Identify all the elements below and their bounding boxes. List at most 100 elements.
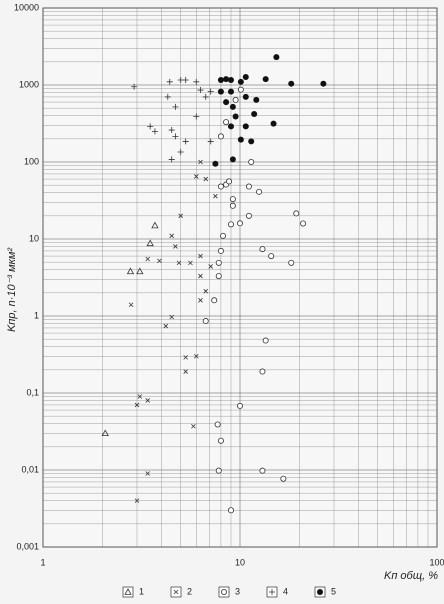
legend-marker (124, 588, 132, 595)
point (270, 120, 277, 127)
point (183, 355, 188, 360)
point (268, 253, 275, 260)
point (232, 96, 239, 103)
point (262, 337, 269, 344)
point (236, 220, 243, 227)
point (242, 74, 249, 81)
legend-label: 1 (139, 586, 144, 596)
y-tick-label: 0,1 (26, 387, 39, 397)
point (203, 288, 209, 294)
legend-box (122, 586, 134, 598)
point (215, 467, 222, 474)
y-tick-label: 1000 (19, 79, 39, 89)
point (134, 402, 140, 408)
point (223, 119, 230, 126)
point (128, 302, 134, 308)
point (227, 123, 234, 130)
point (237, 86, 244, 93)
legend-marker (269, 589, 275, 595)
point (134, 498, 140, 503)
point (137, 394, 143, 399)
point (300, 220, 307, 227)
point (211, 297, 218, 304)
point (259, 368, 266, 375)
point (227, 221, 234, 228)
point (288, 259, 295, 266)
point (198, 253, 203, 259)
point (220, 232, 227, 239)
point (172, 103, 179, 110)
y-tick-label: 100 (24, 156, 39, 166)
point (188, 260, 193, 266)
point (237, 136, 244, 143)
point (182, 77, 189, 84)
point (147, 123, 154, 130)
point (146, 239, 154, 247)
point (183, 369, 188, 374)
point (229, 156, 236, 163)
point (197, 87, 204, 94)
point (215, 259, 222, 266)
point (164, 93, 171, 100)
legend-label: 5 (331, 586, 336, 596)
point (101, 429, 109, 437)
point (227, 88, 234, 95)
point (229, 202, 236, 209)
legend-marker (317, 589, 323, 595)
point (262, 76, 269, 83)
legend-label: 4 (283, 586, 288, 596)
point (203, 176, 209, 182)
x-tick-label: 1 (40, 557, 45, 567)
point (168, 127, 175, 134)
point (193, 113, 200, 120)
point (169, 314, 174, 320)
point (280, 475, 287, 482)
point (151, 221, 159, 229)
point (207, 88, 214, 95)
point (320, 80, 327, 87)
point (223, 76, 230, 83)
point (136, 267, 144, 275)
point (145, 256, 150, 262)
point (126, 267, 135, 275)
point (168, 156, 175, 163)
point (178, 213, 183, 219)
point (169, 233, 174, 239)
point (251, 111, 258, 118)
y-tick-label: 1 (34, 310, 39, 320)
x-tick-label: 100 (429, 557, 444, 567)
point (217, 247, 224, 254)
point (215, 273, 222, 280)
point (227, 77, 234, 84)
point (194, 174, 199, 179)
x-tick-label: 10 (235, 557, 245, 567)
point (202, 318, 209, 325)
point (217, 437, 224, 444)
point (131, 83, 138, 90)
point (229, 103, 236, 110)
y-tick-label: 10000 (14, 2, 39, 12)
point (232, 113, 239, 120)
point (172, 133, 179, 140)
point (237, 78, 244, 85)
y-tick-label: 10 (29, 233, 39, 243)
point (193, 78, 200, 85)
point (145, 398, 150, 403)
point (214, 421, 221, 428)
y-tick-label: 0,001 (16, 541, 39, 551)
x-axis-label: Kп общ, % (384, 570, 438, 582)
point (212, 160, 219, 167)
point (176, 260, 182, 266)
point (157, 258, 162, 264)
point (229, 196, 236, 203)
point (245, 183, 252, 190)
legend-marker (173, 589, 179, 595)
point (182, 138, 189, 145)
point (198, 298, 203, 303)
legend-marker (220, 589, 227, 596)
point (173, 244, 178, 249)
point (256, 188, 263, 195)
point (248, 158, 255, 165)
point (202, 93, 209, 100)
point (242, 123, 249, 130)
